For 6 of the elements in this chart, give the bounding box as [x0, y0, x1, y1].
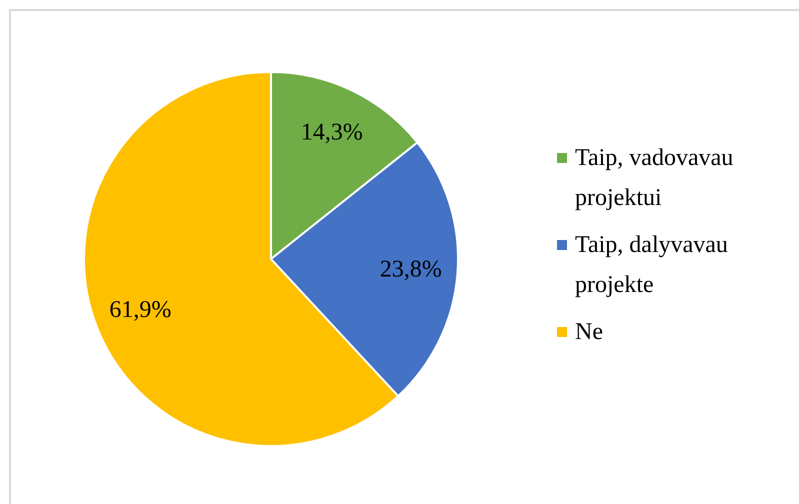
- data-label: 61,9%: [109, 297, 172, 324]
- legend-label: Taip, dalyvavau projekte: [575, 231, 729, 300]
- data-label: 23,8%: [380, 256, 442, 283]
- legend-label: Ne: [575, 318, 604, 347]
- data-label: 14,3%: [300, 120, 363, 146]
- legend-label: Taip, vadovavau projektui: [575, 144, 734, 213]
